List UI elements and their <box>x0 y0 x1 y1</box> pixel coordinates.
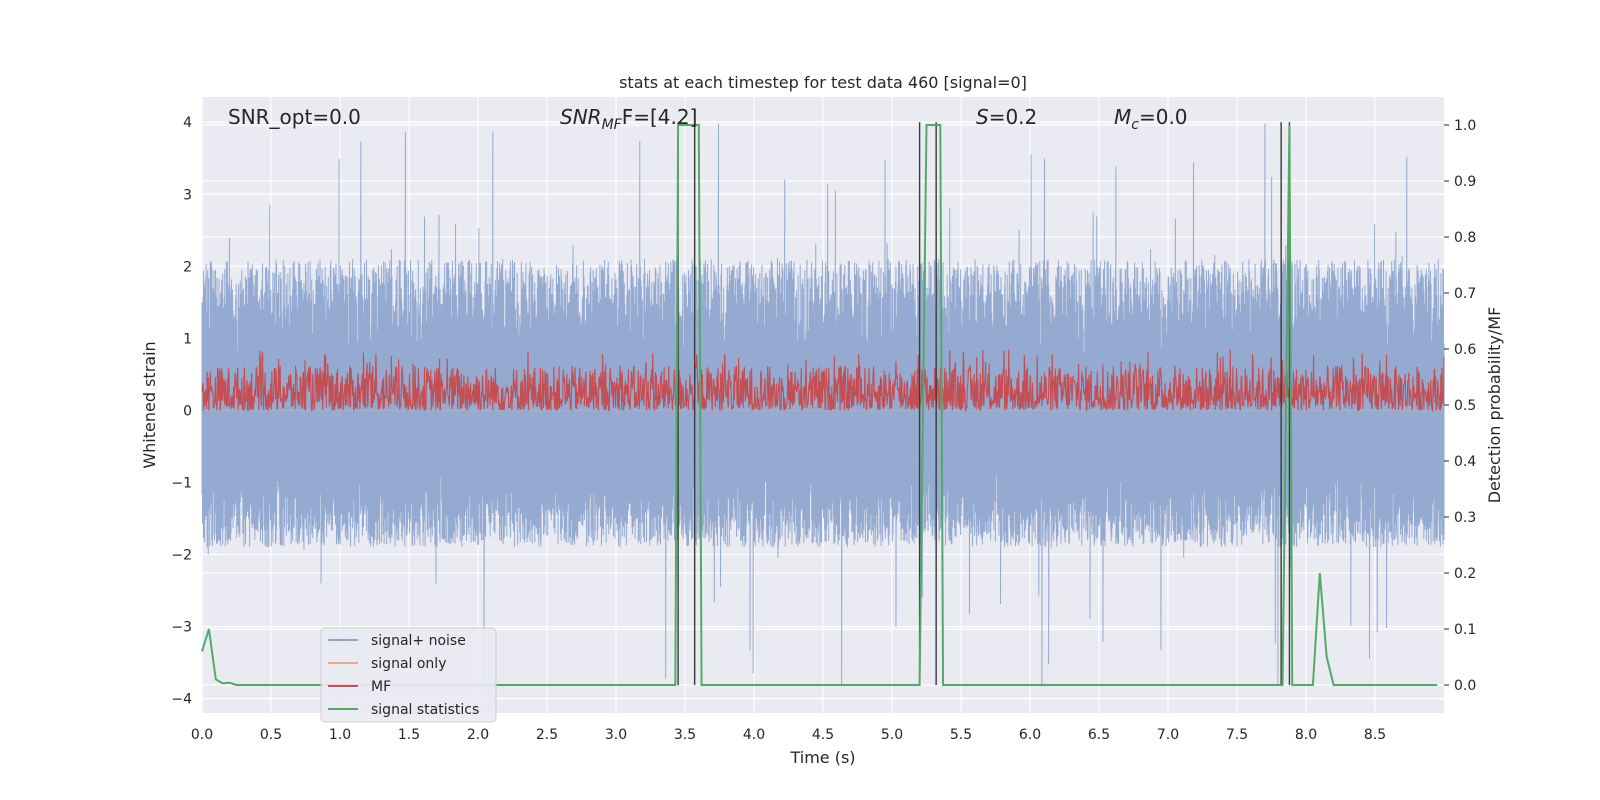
y-left-tick-label: −3 <box>171 620 192 636</box>
x-tick-label: 2.0 <box>467 727 489 743</box>
legend-label-noise: signal+ noise <box>371 633 466 649</box>
y-right-tick-label: 1.0 <box>1454 118 1476 134</box>
signal-noise-line <box>201 123 1445 687</box>
x-tick-label: 1.0 <box>329 727 351 743</box>
s-annotation: S=0.2 <box>976 105 1037 129</box>
snr-mf-main: SNR <box>560 105 602 129</box>
y-right-tick-labels: 1.0 0.9 0.8 0.7 0.6 0.5 0.4 0.3 0.2 0.1 0.0 <box>1444 118 1476 694</box>
x-tick-label: 5.0 <box>881 727 903 743</box>
chart-title: stats at each timestep for test data 460… <box>619 73 1027 92</box>
x-tick-label: 6.0 <box>1019 727 1041 743</box>
x-axis-label: Time (s) <box>789 748 855 767</box>
legend-label-signal-only: signal only <box>371 656 446 672</box>
y-right-tick-label: 0.2 <box>1454 566 1476 582</box>
x-tick-label: 2.5 <box>536 727 558 743</box>
x-tick-label: 8.5 <box>1364 727 1386 743</box>
signal-statistics-series <box>201 124 1438 686</box>
snr-mf-rest: F=[4.2] <box>622 105 698 129</box>
x-tick-label: 5.5 <box>950 727 972 743</box>
mf-line <box>201 349 1445 412</box>
x-tick-label: 0.5 <box>260 727 282 743</box>
y-right-tick-label: 0.9 <box>1454 174 1476 190</box>
y-left-tick-label: 2 <box>183 259 192 275</box>
x-tick-label: 7.0 <box>1157 727 1179 743</box>
y-left-tick-label: 1 <box>183 331 192 347</box>
x-tick-label: 4.5 <box>812 727 834 743</box>
x-tick-label: 7.5 <box>1226 727 1248 743</box>
y-left-tick-label: −1 <box>171 475 192 491</box>
x-tick-label: 1.5 <box>398 727 420 743</box>
y-left-tick-label: 4 <box>183 115 192 131</box>
signal-statistics-line <box>201 124 1438 686</box>
mc-sub: c <box>1131 117 1139 133</box>
signal-noise-series <box>201 123 1445 687</box>
y-left-axis-label: Whitened strain <box>140 341 159 468</box>
y-left-tick-label: 3 <box>183 187 192 203</box>
legend-label-mf: MF <box>371 679 391 695</box>
y-right-tick-label: 0.3 <box>1454 510 1476 526</box>
snr-opt-annotation: SNR_opt=0.0 <box>228 105 361 129</box>
snr-mf-sub: MF <box>602 117 623 133</box>
mc-annotation: Mc=0.0 <box>1114 105 1188 133</box>
mf-series <box>201 349 1445 412</box>
y-right-axis-label: Detection probability/MF <box>1485 307 1504 504</box>
y-right-tick-label: 0.7 <box>1454 286 1476 302</box>
x-tick-labels: 0.0 0.5 1.0 1.5 2.0 2.5 3.0 3.5 4.0 4.5 5.0 5.5 6.0 6… <box>191 727 1386 743</box>
x-tick-label: 4.0 <box>743 727 765 743</box>
y-right-tick-label: 0.6 <box>1454 342 1476 358</box>
legend: signal+ noise signal only MF signal stat… <box>320 627 497 723</box>
y-left-tick-label: −4 <box>171 692 192 708</box>
x-tick-label: 3.0 <box>605 727 627 743</box>
legend-label-statistics: signal statistics <box>371 702 479 718</box>
s-rest: =0.2 <box>989 105 1038 129</box>
legend-box <box>320 627 497 723</box>
y-left-tick-label: 0 <box>183 403 192 419</box>
mc-rest: =0.0 <box>1139 105 1188 129</box>
snr-mf-annotation: SNRMFF=[4.2] <box>560 105 697 133</box>
y-right-tick-label: 0.0 <box>1454 678 1476 694</box>
y-left-tick-labels: 4 3 2 1 0 −1 −2 −3 −4 <box>171 115 192 707</box>
y-right-tick-label: 0.1 <box>1454 622 1476 638</box>
y-right-tick-label: 0.4 <box>1454 454 1476 470</box>
y-right-tick-label: 0.5 <box>1454 398 1476 414</box>
mc-main: M <box>1114 105 1131 129</box>
y-right-tick-label: 0.8 <box>1454 230 1476 246</box>
x-tick-label: 8.0 <box>1295 727 1317 743</box>
s-italic: S <box>976 105 989 129</box>
vertical-markers <box>677 122 1291 685</box>
x-tick-label: 0.0 <box>191 727 213 743</box>
y-left-tick-label: −2 <box>171 547 192 563</box>
x-tick-label: 3.5 <box>674 727 696 743</box>
x-tick-label: 6.5 <box>1088 727 1110 743</box>
